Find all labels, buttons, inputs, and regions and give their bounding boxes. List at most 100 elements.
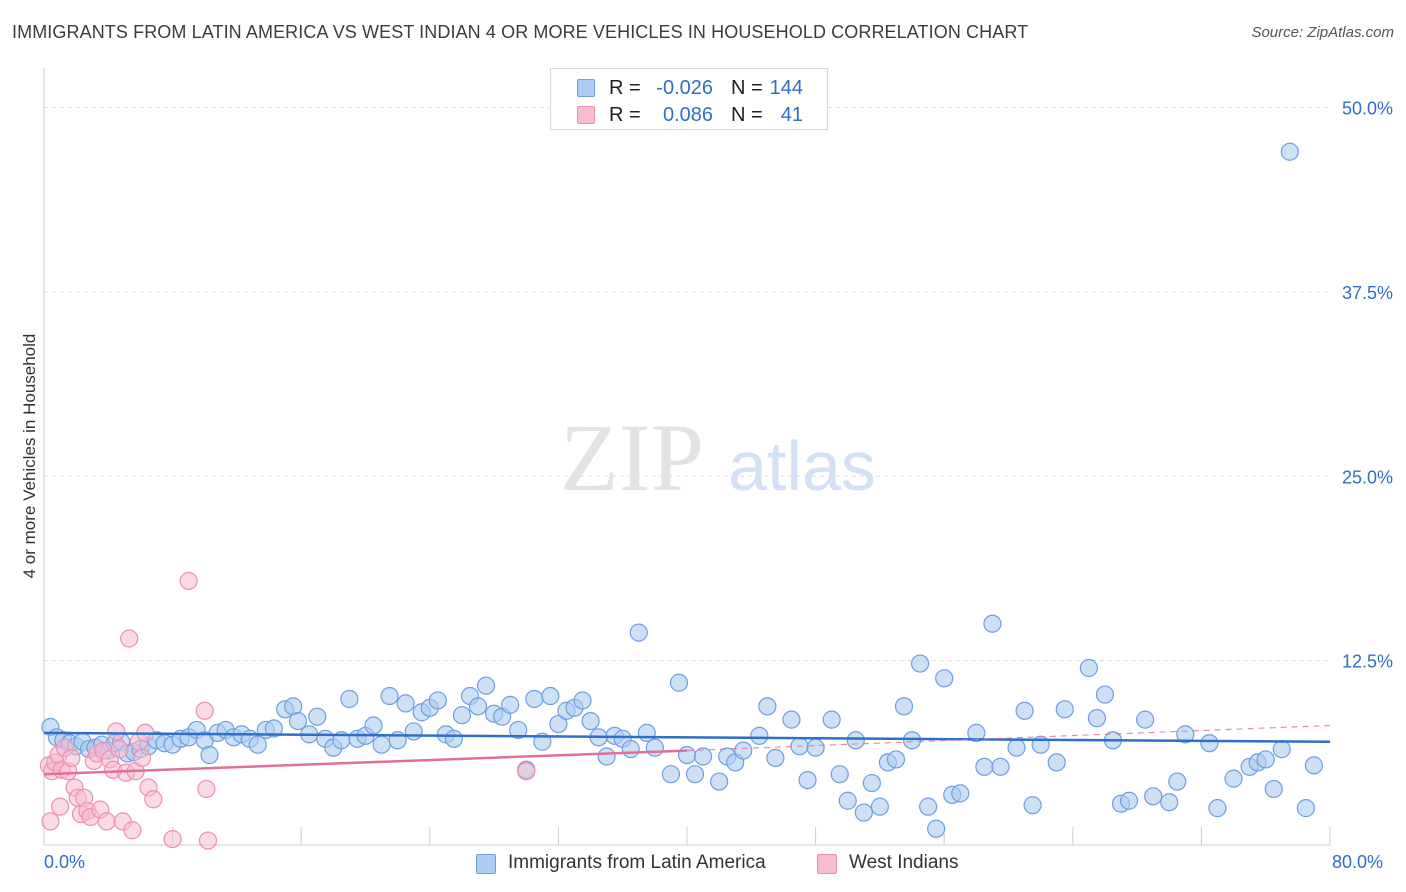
data-point-latin-america bbox=[1007, 738, 1026, 757]
data-point-latin-america bbox=[372, 735, 391, 754]
r-value: -0.026 bbox=[656, 77, 713, 99]
data-point-latin-america bbox=[967, 723, 986, 743]
trend-line-west-indians bbox=[43, 749, 688, 776]
data-point-west-indians bbox=[132, 748, 152, 768]
y-tick-label: 25.0% bbox=[1342, 467, 1393, 487]
data-point-latin-america bbox=[396, 694, 415, 713]
data-point-latin-america bbox=[854, 803, 873, 822]
data-point-latin-america bbox=[264, 719, 283, 738]
legend-label-latin-america: Immigrants from Latin America bbox=[508, 852, 766, 873]
data-point-latin-america bbox=[645, 738, 664, 757]
data-point-latin-america bbox=[200, 745, 219, 765]
data-point-latin-america bbox=[308, 707, 327, 726]
data-point-latin-america bbox=[597, 747, 616, 766]
watermark-atlas: atlas bbox=[728, 427, 876, 505]
legend-swatch-latin-america bbox=[476, 854, 496, 874]
data-point-latin-america bbox=[1136, 710, 1155, 729]
data-point-latin-america bbox=[1160, 793, 1179, 812]
data-point-latin-america bbox=[476, 676, 496, 695]
data-point-latin-america bbox=[935, 669, 954, 688]
data-point-latin-america bbox=[501, 695, 520, 714]
data-point-latin-america bbox=[1015, 701, 1034, 720]
data-point-latin-america bbox=[248, 735, 267, 754]
trend-line-latin-america bbox=[43, 731, 1331, 743]
data-point-latin-america bbox=[685, 765, 705, 784]
data-point-latin-america bbox=[1176, 725, 1195, 744]
data-point-latin-america bbox=[340, 689, 359, 709]
data-point-latin-america bbox=[1280, 142, 1299, 161]
data-point-west-indians bbox=[179, 571, 198, 591]
n-value: 144 bbox=[769, 77, 803, 99]
data-point-west-indians bbox=[41, 812, 60, 831]
data-point-latin-america bbox=[975, 757, 994, 776]
data-point-latin-america bbox=[919, 797, 938, 816]
data-point-latin-america bbox=[1264, 779, 1283, 799]
data-point-latin-america bbox=[710, 772, 729, 791]
data-point-west-indians bbox=[62, 748, 81, 768]
data-point-west-indians bbox=[144, 790, 163, 809]
data-point-latin-america bbox=[669, 673, 689, 692]
data-point-latin-america bbox=[830, 765, 849, 784]
chart-title: IMMIGRANTS FROM LATIN AMERICA VS WEST IN… bbox=[12, 22, 1029, 42]
source-credit: Source: ZipAtlas.com bbox=[1251, 24, 1394, 41]
data-point-latin-america bbox=[1079, 658, 1098, 678]
r-label: R = bbox=[609, 77, 641, 99]
data-point-latin-america bbox=[509, 720, 528, 740]
data-point-latin-america bbox=[581, 711, 600, 731]
data-point-latin-america bbox=[428, 691, 447, 710]
data-point-latin-america bbox=[910, 654, 930, 673]
data-point-latin-america bbox=[525, 689, 544, 709]
data-point-latin-america bbox=[677, 745, 697, 765]
data-point-west-indians bbox=[517, 762, 536, 781]
data-point-west-indians bbox=[50, 797, 70, 816]
data-point-latin-america bbox=[1087, 709, 1107, 728]
watermark-zip: ZIP bbox=[560, 404, 704, 511]
data-point-latin-america bbox=[1095, 685, 1115, 704]
data-point-latin-america bbox=[573, 691, 592, 710]
data-point-latin-america bbox=[1023, 796, 1042, 815]
legend-swatch-blue bbox=[577, 79, 595, 97]
legend-swatch-west-indians bbox=[817, 854, 837, 874]
data-point-latin-america bbox=[927, 819, 946, 838]
y-tick-labels: 12.5% 25.0% 37.5% 50.0% bbox=[1342, 99, 1393, 672]
data-point-latin-america bbox=[468, 697, 488, 716]
stats-legend: R = -0.026 N = 144 R = 0.086 N = 41 bbox=[550, 68, 828, 130]
data-point-latin-america bbox=[822, 710, 841, 729]
watermark: ZIP atlas bbox=[560, 404, 876, 511]
data-point-latin-america bbox=[983, 614, 1002, 633]
data-point-latin-america bbox=[1168, 772, 1187, 791]
data-point-latin-america bbox=[1208, 799, 1227, 818]
r-label: R = bbox=[609, 104, 641, 126]
data-point-latin-america bbox=[782, 710, 801, 729]
data-point-latin-america bbox=[452, 706, 472, 725]
data-point-latin-america bbox=[750, 726, 769, 745]
x-tick-label-min: 0.0% bbox=[44, 852, 86, 872]
trend-lines bbox=[43, 724, 1331, 776]
data-point-west-indians bbox=[123, 821, 142, 840]
data-point-west-indians bbox=[120, 629, 139, 648]
data-point-latin-america bbox=[288, 711, 308, 731]
data-point-latin-america bbox=[444, 729, 464, 748]
data-point-latin-america bbox=[1119, 791, 1139, 810]
data-point-latin-america bbox=[734, 741, 753, 760]
data-point-latin-america bbox=[629, 623, 648, 642]
data-point-latin-america bbox=[364, 716, 383, 735]
data-point-latin-america bbox=[549, 714, 568, 734]
grid-lines bbox=[44, 107, 1330, 662]
data-point-west-indians bbox=[107, 722, 126, 741]
data-point-latin-america bbox=[1256, 750, 1275, 769]
y-tick-label: 12.5% bbox=[1342, 652, 1393, 672]
data-point-west-indians bbox=[97, 812, 116, 831]
data-point-latin-america bbox=[902, 731, 922, 750]
data-point-latin-america bbox=[894, 697, 914, 716]
data-point-latin-america bbox=[1224, 769, 1243, 788]
n-label: N = bbox=[731, 104, 763, 126]
stats-row-west-indians: R = 0.086 N = 41 bbox=[551, 102, 827, 128]
legend-swatch-pink bbox=[577, 106, 595, 124]
data-point-latin-america bbox=[862, 773, 881, 793]
data-point-west-indians bbox=[198, 831, 218, 850]
data-point-latin-america bbox=[766, 748, 785, 768]
data-point-latin-america bbox=[661, 765, 681, 784]
data-point-latin-america bbox=[846, 731, 865, 750]
